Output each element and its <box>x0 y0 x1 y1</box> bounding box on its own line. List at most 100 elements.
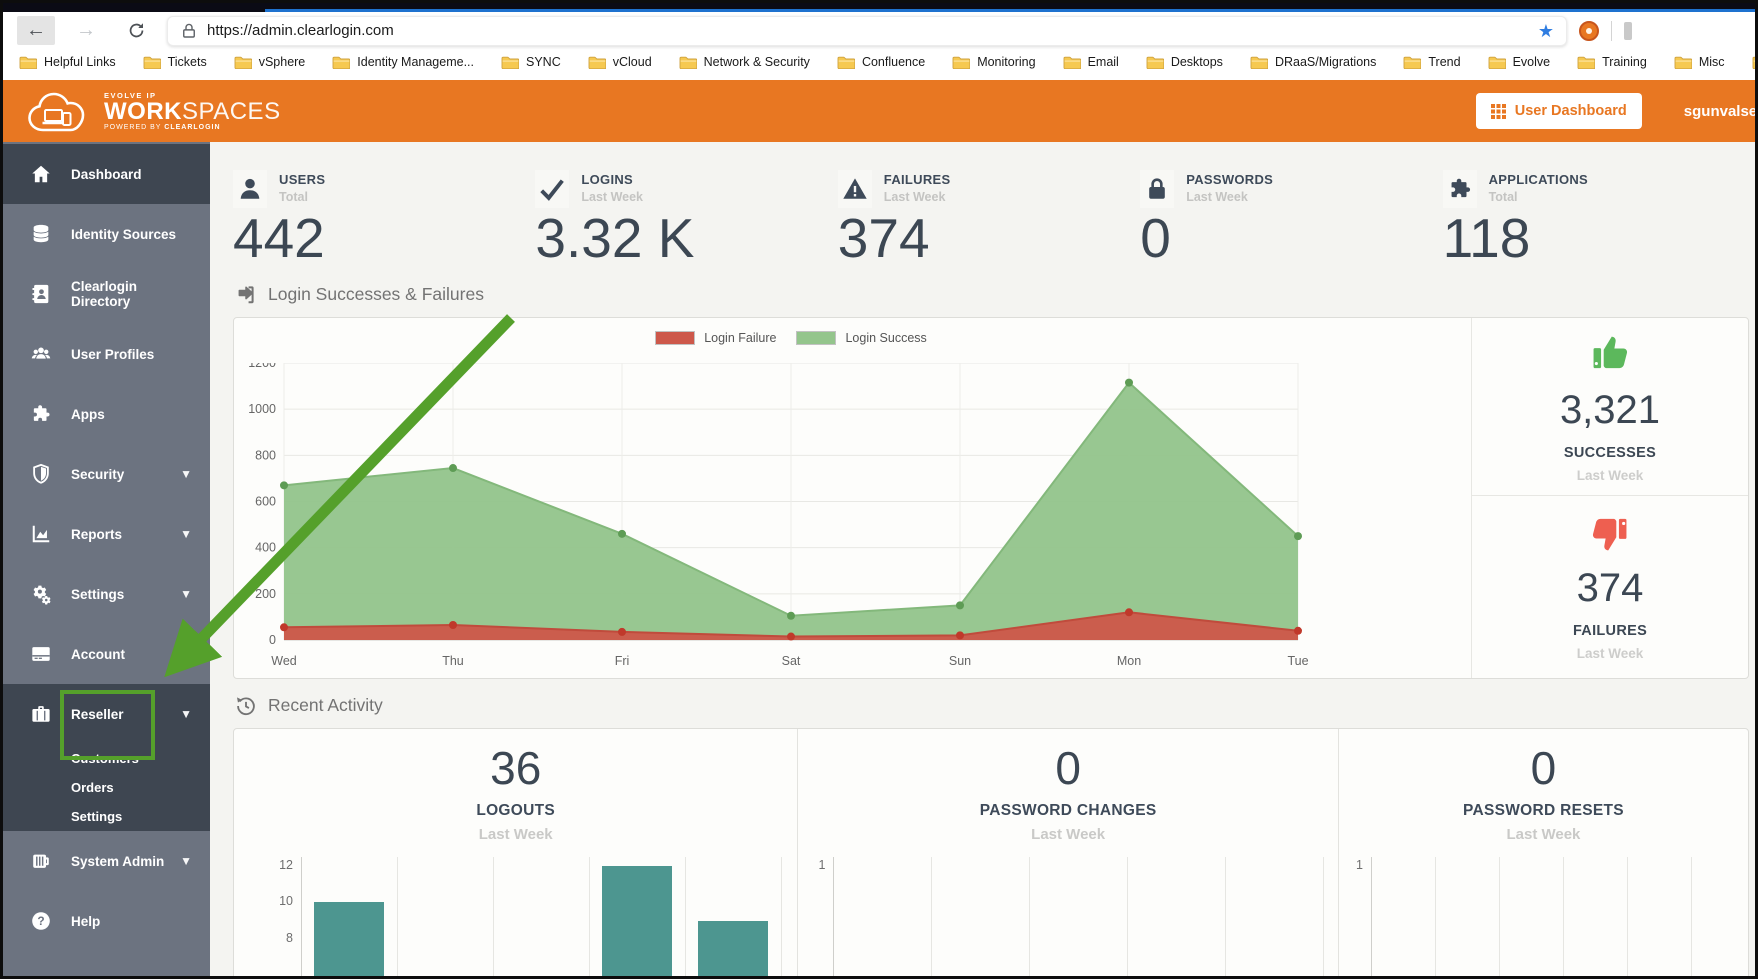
folder-icon <box>1674 56 1692 69</box>
sidebar-item-identity-sources[interactable]: Identity Sources <box>3 204 210 264</box>
svg-text:Wed: Wed <box>271 654 297 668</box>
sidebar-item-dashboard[interactable]: Dashboard <box>3 144 210 204</box>
brand-workspaces: WORKSPACES <box>104 97 281 125</box>
bookmark-item[interactable]: Desktops <box>1146 55 1223 69</box>
stat-card-passwords: PASSWORDS Last Week 0 <box>1140 170 1442 268</box>
bookmark-item[interactable]: Email <box>1063 55 1119 69</box>
chevron-down-icon: ▼ <box>180 707 192 721</box>
bookmark-item[interactable]: vCloud <box>588 55 652 69</box>
sidebar-subitem-settings[interactable]: Settings <box>3 802 210 831</box>
bookmark-label: Network & Security <box>703 54 810 69</box>
sidebar-item-system-admin[interactable]: System Admin ▼ <box>3 831 210 891</box>
folder-icon <box>143 56 161 69</box>
folder-icon <box>332 56 351 69</box>
back-button[interactable]: ← <box>17 16 55 45</box>
bookmark-item[interactable]: MDM <box>1752 55 1755 69</box>
forward-button[interactable]: → <box>76 19 96 41</box>
bookmark-item[interactable]: SYNC <box>501 55 561 69</box>
summary-value: 374 <box>1576 565 1644 610</box>
legend-swatch <box>655 330 696 345</box>
address-book-icon <box>32 284 49 304</box>
stat-sublabel: Last Week <box>1186 190 1248 204</box>
sidebar-item-security[interactable]: Security ▼ <box>3 444 210 504</box>
sidebar-subitem-customers[interactable]: Customers <box>3 744 210 773</box>
browser-toolbar: ← → https://admin.clearlogin.com ★ <box>3 12 1755 49</box>
sidebar-item-reseller[interactable]: Reseller ▼ <box>3 684 210 744</box>
stat-sublabel: Total <box>279 190 308 204</box>
bookmark-item[interactable]: DRaaS/Migrations <box>1250 55 1376 69</box>
svg-text:800: 800 <box>255 448 276 462</box>
stat-value: 0 <box>1140 207 1171 269</box>
app-header: EVOLVE IP WORKSPACES POWERED BY CLEARLOG… <box>3 80 1755 142</box>
user-dashboard-button[interactable]: User Dashboard <box>1475 93 1642 129</box>
stats-row: USERS Total 442 LOGINS Last Week 3.32 K FAILUR… <box>233 170 1745 268</box>
logins-section-label: Login Successes & Failures <box>268 284 484 305</box>
bookmark-item[interactable]: Tickets <box>143 55 207 69</box>
bookmark-item[interactable]: Network & Security <box>679 55 810 69</box>
stat-value: 3.32 K <box>535 207 695 269</box>
bookmark-item[interactable]: vSphere <box>234 55 305 69</box>
favorite-star-icon[interactable]: ★ <box>1537 20 1554 41</box>
recent-sublabel: Last Week <box>478 825 553 843</box>
folder-icon <box>1146 56 1164 69</box>
stat-card-logins: LOGINS Last Week 3.32 K <box>535 170 837 268</box>
sidebar-item-reports[interactable]: Reports ▼ <box>3 504 210 564</box>
workspaces-logo: EVOLVE IP WORKSPACES POWERED BY CLEARLOG… <box>23 86 281 136</box>
puzzle-icon <box>33 405 50 421</box>
sidebar-item-label: Security <box>71 466 125 482</box>
stat-sublabel: Last Week <box>581 190 643 204</box>
sidebar-item-label: Help <box>71 913 101 929</box>
chevron-down-icon: ▼ <box>180 527 192 541</box>
bookmark-item[interactable]: Training <box>1577 55 1647 69</box>
stat-value: 442 <box>233 207 325 269</box>
sidebar-item-apps[interactable]: Apps <box>3 384 210 444</box>
username[interactable]: sgunvalser <box>1683 102 1758 120</box>
bookmark-item[interactable]: Evolve <box>1488 55 1550 69</box>
url-bar[interactable]: https://admin.clearlogin.com ★ <box>167 15 1567 46</box>
url-text[interactable]: https://admin.clearlogin.com <box>207 22 394 39</box>
logins-section-title: Login Successes & Failures <box>235 284 1755 306</box>
folder-icon <box>679 56 697 69</box>
home-icon <box>32 165 50 183</box>
bookmark-item[interactable]: Trend <box>1403 55 1461 69</box>
sidebar-nav: Dashboard Identity Sources Clearlogin Dire… <box>3 142 210 976</box>
sidebar-item-help[interactable]: ? Help <box>3 891 210 951</box>
warning-icon <box>843 178 867 199</box>
bookmark-item[interactable]: Monitoring <box>952 55 1036 69</box>
folder-icon <box>952 56 971 69</box>
sidebar-item-label: Reports <box>71 526 123 542</box>
stat-label: FAILURES <box>883 172 951 187</box>
folder-icon <box>1752 56 1755 69</box>
sidebar-item-settings[interactable]: Settings ▼ <box>3 564 210 624</box>
chevron-down-icon: ▼ <box>180 854 192 868</box>
recent-label: PASSWORD RESETS <box>1462 801 1624 819</box>
sidebar-item-user-profiles[interactable]: User Profiles <box>3 324 210 384</box>
svg-text:1200: 1200 <box>248 363 276 370</box>
bookmark-item[interactable]: Identity Manageme... <box>332 55 474 69</box>
sidebar-subitem-orders[interactable]: Orders <box>3 773 210 802</box>
legend-item-login-success[interactable]: Login Success <box>796 330 927 345</box>
lock-icon <box>1149 178 1165 199</box>
bookmark-item[interactable]: Misc <box>1674 55 1725 69</box>
svg-text:Thu: Thu <box>442 654 464 668</box>
svg-text:0: 0 <box>269 633 276 647</box>
recent-label: PASSWORD CHANGES <box>979 801 1157 819</box>
recent-activity-panel: 36 LOGOUTS Last Week 12 10 8 0 PASSWORD CHANGES… <box>233 727 1755 976</box>
mini-bar-chart: 1 <box>798 853 1338 976</box>
bookmark-item[interactable]: Helpful Links <box>19 55 116 69</box>
bookmark-item[interactable]: Confluence <box>837 55 925 69</box>
legend-item-login-failure[interactable]: Login Failure <box>655 330 776 345</box>
stat-label: APPLICATIONS <box>1488 172 1589 187</box>
thumb-up-icon <box>1592 518 1627 551</box>
refresh-button[interactable] <box>117 16 155 45</box>
sidebar-item-account[interactable]: Account <box>3 624 210 684</box>
svg-text:1000: 1000 <box>248 402 276 416</box>
stat-sublabel: Total <box>1488 190 1518 204</box>
folder-icon <box>1403 56 1422 69</box>
summary-sublabel: Last Week <box>1576 467 1644 483</box>
sidebar-item-clearlogin-directory[interactable]: Clearlogin Directory <box>3 264 210 324</box>
login-chart-panel: Login Failure Login Success 0 200 400 600 800… <box>233 316 1749 679</box>
folder-icon <box>501 56 519 69</box>
extension-icon[interactable] <box>1579 20 1599 41</box>
sign-in-icon <box>238 286 254 303</box>
